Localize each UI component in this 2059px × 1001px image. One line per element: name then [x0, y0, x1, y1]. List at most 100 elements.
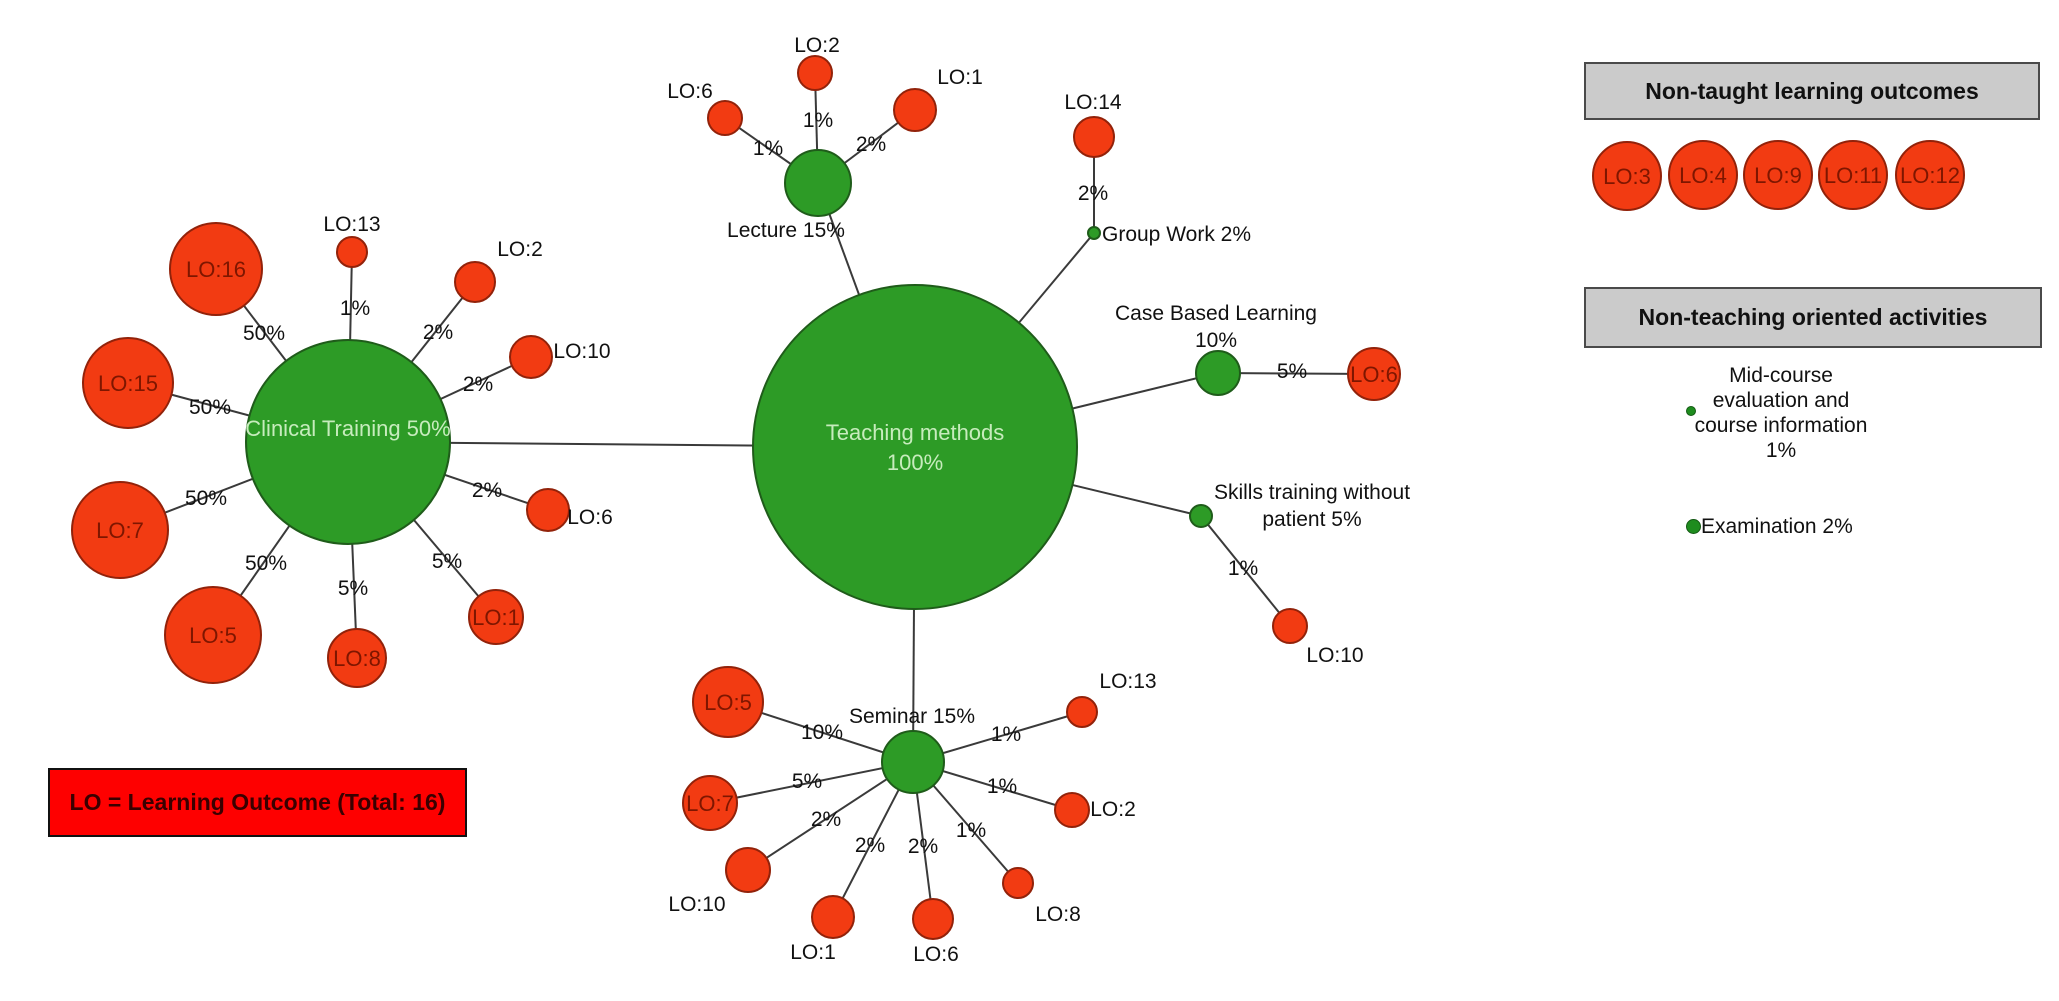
lo-circle-seminar	[692, 666, 764, 738]
percent-label: 1%	[987, 775, 1017, 798]
lo-label: LO:2	[1090, 798, 1136, 821]
hub-teaching-label: Teaching methods	[826, 420, 1005, 445]
lo-circle-skills	[1272, 608, 1308, 644]
legend-box: LO = Learning Outcome (Total: 16)	[48, 768, 467, 837]
lo-circle-seminar	[725, 847, 771, 893]
examination-dot-icon	[1686, 519, 1701, 534]
lo-label: LO:5	[704, 690, 752, 715]
lo-label: LO:2	[497, 238, 543, 261]
lo-label: LO:6	[667, 80, 713, 103]
lo-circle-non-taught	[1743, 140, 1813, 210]
lo-label: LO:1	[937, 66, 983, 89]
edge-seminar-lo7	[709, 761, 914, 804]
percent-label: 2%	[423, 321, 453, 344]
hub-skills-label: patient 5%	[1262, 508, 1361, 531]
activity-mid-course: Mid-course evaluation and course informa…	[1666, 363, 1896, 463]
percent-label: 2%	[855, 834, 885, 857]
lo-circle-seminar	[912, 898, 954, 940]
percent-label: 5%	[338, 577, 368, 600]
mid-course-line: Mid-course	[1729, 364, 1833, 387]
mid-course-line: evaluation and	[1712, 389, 1850, 412]
lo-circle-clinical	[169, 222, 263, 316]
hub-seminar-circle	[881, 730, 945, 794]
lo-circle-seminar	[1002, 867, 1034, 899]
percent-label: 2%	[856, 133, 886, 156]
hub-cbl-label: Case Based Learning	[1115, 302, 1317, 325]
lo-circle-clinical	[468, 589, 524, 645]
percent-label: 50%	[185, 487, 227, 510]
mid-course-line: course information	[1694, 414, 1868, 437]
lo-label: LO:8	[1035, 903, 1081, 926]
panel-header-non-taught: Non-taught learning outcomes	[1584, 62, 2040, 120]
percent-label: 2%	[472, 479, 502, 502]
lo-label: LO:15	[98, 371, 158, 396]
lo-label: LO:5	[189, 623, 237, 648]
percent-label: 50%	[245, 552, 287, 575]
hub-lecture-label: Lecture 15%	[727, 219, 845, 242]
lo-circle-lecture	[893, 88, 937, 132]
lo-label-non-taught: LO:4	[1679, 163, 1727, 188]
lo-circle-clinical	[509, 335, 553, 379]
hub-cbl-circle	[1195, 350, 1241, 396]
lo-circle-groupwork	[1073, 116, 1115, 158]
percent-label: 2%	[463, 373, 493, 396]
lo-circle-seminar	[1066, 696, 1098, 728]
activity-examination: Examination 2%	[1701, 515, 1853, 538]
hub-cbl-label: 10%	[1195, 329, 1237, 352]
lo-label: LO:6	[913, 943, 959, 966]
percent-label: 1%	[753, 137, 783, 160]
lo-label-non-taught: LO:11	[1824, 163, 1882, 188]
lo-circle-clinical	[164, 586, 262, 684]
percent-label: 1%	[803, 109, 833, 132]
percent-label: 2%	[811, 808, 841, 831]
lo-label-non-taught: LO:3	[1603, 164, 1651, 189]
lo-circle-lecture	[797, 55, 833, 91]
percent-label: 10%	[801, 721, 843, 744]
percent-label: 5%	[432, 550, 462, 573]
percent-label: 1%	[991, 723, 1021, 746]
lo-circle-clinical	[71, 481, 169, 579]
lo-circle-clinical	[454, 261, 496, 303]
percent-label: 1%	[956, 819, 986, 842]
edge-seminar-lo10	[747, 761, 914, 871]
lo-circle-seminar	[811, 895, 855, 939]
lo-circle-clinical	[82, 337, 174, 429]
percent-label: 50%	[189, 396, 231, 419]
lo-circle-seminar	[682, 775, 738, 831]
hub-seminar-label: Seminar 15%	[849, 705, 975, 728]
lo-label: LO:6	[567, 506, 613, 529]
lo-circle-non-taught	[1895, 140, 1965, 210]
hub-teaching-label: 100%	[887, 450, 943, 475]
hub-groupwork-circle	[1087, 226, 1101, 240]
hub-lecture-circle	[784, 149, 852, 217]
edge-skills-lo10	[1200, 515, 1291, 627]
lo-label-non-taught: LO:12	[1900, 163, 1960, 188]
lo-label: LO:14	[1064, 91, 1122, 114]
lo-label: LO:13	[323, 213, 380, 236]
lo-label: LO:10	[1306, 644, 1363, 667]
lo-label: LO:1	[472, 605, 520, 630]
hub-teaching-circle	[752, 284, 1078, 610]
percent-label: 1%	[340, 297, 370, 320]
hub-clinical-circle	[245, 339, 451, 545]
hub-groupwork-label: Group Work 2%	[1102, 223, 1251, 246]
hub-skills-label: Skills training without	[1214, 481, 1410, 504]
lo-label-non-taught: LO:9	[1754, 163, 1802, 188]
lo-label: LO:1	[790, 941, 836, 964]
lo-label: LO:7	[96, 518, 144, 543]
percent-label: 5%	[1277, 360, 1307, 383]
lo-label: LO:8	[333, 646, 381, 671]
lo-label: LO:13	[1099, 670, 1156, 693]
percent-label: 2%	[1078, 182, 1108, 205]
hub-clinical-label: Clinical Training 50%	[245, 416, 450, 441]
hub-skills-circle	[1189, 504, 1213, 528]
lo-label: LO:10	[668, 893, 725, 916]
lo-circle-clinical	[327, 628, 387, 688]
percent-label: 2%	[908, 835, 938, 858]
lo-label: LO:2	[794, 34, 840, 57]
lo-label: LO:6	[1350, 362, 1398, 387]
lo-circle-lecture	[707, 100, 743, 136]
lo-circle-non-taught	[1818, 140, 1888, 210]
